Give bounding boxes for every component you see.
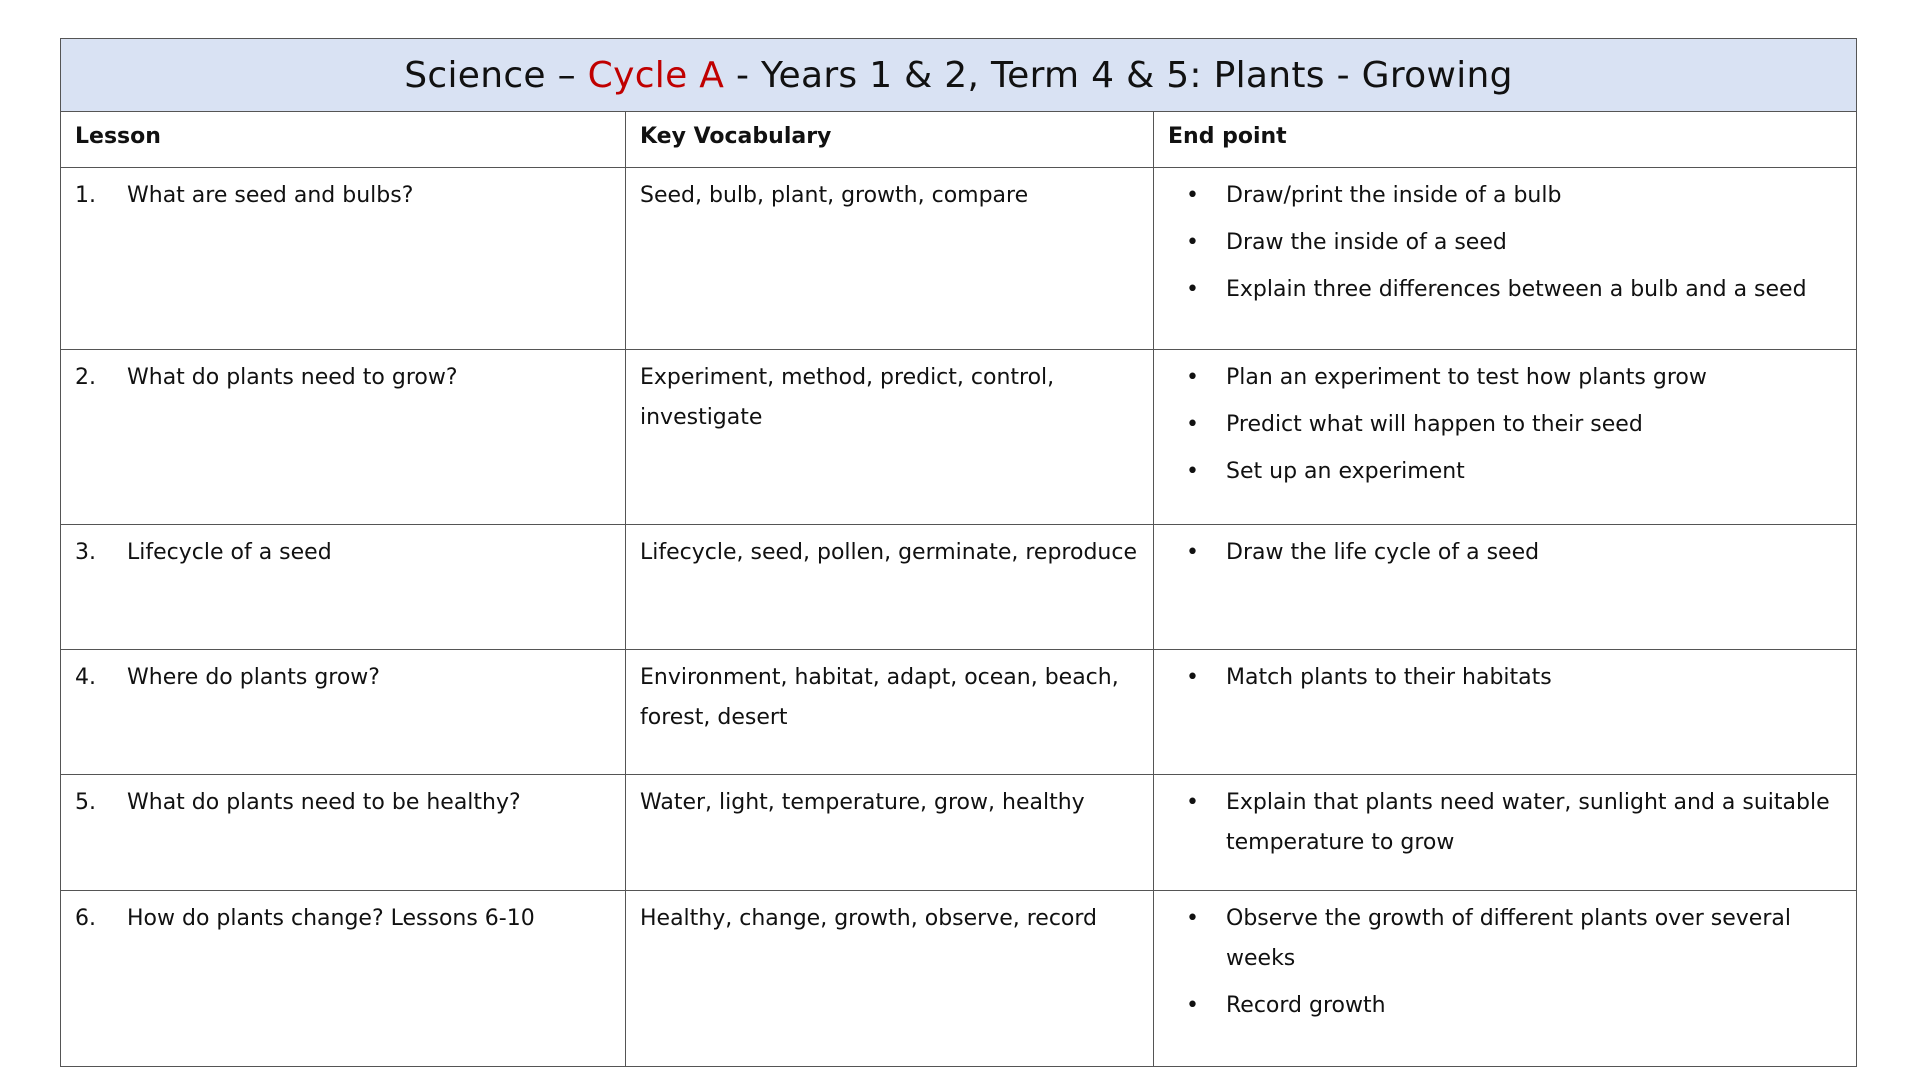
header-row: Lesson Key Vocabulary End point [60,111,1858,168]
end-point-item: Match plants to their habitats [1168,658,1842,698]
vocabulary-cell: Healthy, change, growth, observe, record [625,890,1154,1067]
end-point-list: Draw the life cycle of a seed [1168,533,1842,573]
page-title: Science – Cycle A - Years 1 & 2, Term 4 … [59,38,1858,112]
header-end-point: End point [1152,111,1858,168]
table-row: 3. Lifecycle of a seed Lifecycle, seed, p… [60,524,1858,650]
table-row: 2. What do plants need to grow? Experimen… [60,349,1858,525]
end-point-item: Set up an experiment [1168,452,1842,492]
lesson-cell: 1. What are seed and bulbs? [60,167,626,350]
lesson-cell: 2. What do plants need to grow? [60,349,626,525]
end-point-item: Draw/print the inside of a bulb [1168,176,1842,216]
end-point-cell: Match plants to their habitats [1152,649,1858,775]
end-point-item: Observe the growth of different plants o… [1168,899,1842,979]
end-point-cell: Draw the life cycle of a seed [1152,524,1858,650]
lesson-number: 5. [75,790,96,815]
end-point-list: Explain that plants need water, sunlight… [1168,783,1842,863]
end-point-cell: Explain that plants need water, sunlight… [1152,774,1858,891]
lesson-title: Lifecycle of a seed [127,540,332,565]
lesson-title: What do plants need to be healthy? [127,790,521,815]
lesson-cell: 3. Lifecycle of a seed [60,524,626,650]
lesson-title: Where do plants grow? [127,665,380,690]
header-vocabulary: Key Vocabulary [625,111,1154,168]
lesson-number: 6. [75,906,96,931]
end-point-cell: Draw/print the inside of a bulb Draw the … [1152,167,1858,350]
table-row: 4. Where do plants grow? Environment, hab… [60,649,1858,775]
lesson-number: 1. [75,183,96,208]
header-lesson: Lesson [60,111,626,168]
vocabulary-cell: Environment, habitat, adapt, ocean, beac… [625,649,1154,775]
lesson-number: 2. [75,365,96,390]
vocabulary-cell: Water, light, temperature, grow, healthy [625,774,1154,891]
end-point-item: Draw the inside of a seed [1168,223,1842,263]
end-point-item: Plan an experiment to test how plants gr… [1168,358,1842,398]
cycle-highlight: Cycle A [587,54,725,96]
end-point-list: Draw/print the inside of a bulb Draw the … [1168,176,1842,310]
table-row: 1. What are seed and bulbs? Seed, bulb, p… [60,167,1858,350]
title-row: Science – Cycle A - Years 1 & 2, Term 4 … [59,38,1858,112]
lesson-title: What do plants need to grow? [127,365,458,390]
lesson-title: How do plants change? Lessons 6-10 [127,906,535,931]
curriculum-table: Science – Cycle A - Years 1 & 2, Term 4 … [59,38,1858,1067]
vocabulary-cell: Experiment, method, predict, control, in… [625,349,1154,525]
end-point-cell: Plan an experiment to test how plants gr… [1152,349,1858,525]
lesson-cell: 6. How do plants change? Lessons 6-10 [60,890,626,1067]
vocabulary-cell: Lifecycle, seed, pollen, germinate, repr… [625,524,1154,650]
table-row: 6. How do plants change? Lessons 6-10 Hea… [60,890,1858,1067]
end-point-item: Draw the life cycle of a seed [1168,533,1842,573]
end-point-item: Record growth [1168,986,1842,1026]
end-point-item: Predict what will happen to their seed [1168,405,1842,445]
lesson-cell: 5. What do plants need to be healthy? [60,774,626,891]
end-point-item: Explain that plants need water, sunlight… [1168,783,1842,863]
end-point-list: Observe the growth of different plants o… [1168,899,1842,1026]
lesson-number: 3. [75,540,96,565]
end-point-cell: Observe the growth of different plants o… [1152,890,1858,1067]
lesson-cell: 4. Where do plants grow? [60,649,626,775]
lesson-title: What are seed and bulbs? [127,183,414,208]
table-row: 5. What do plants need to be healthy? Wat… [60,774,1858,891]
end-point-list: Plan an experiment to test how plants gr… [1168,358,1842,492]
vocabulary-cell: Seed, bulb, plant, growth, compare [625,167,1154,350]
end-point-item: Explain three differences between a bulb… [1168,270,1842,310]
lesson-number: 4. [75,665,96,690]
end-point-list: Match plants to their habitats [1168,658,1842,698]
